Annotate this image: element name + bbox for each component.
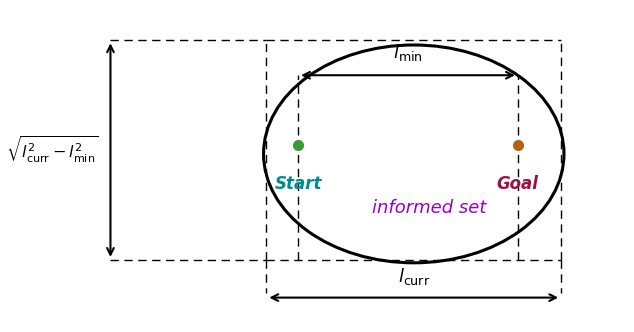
Text: informed set: informed set bbox=[372, 199, 486, 217]
Text: Goal: Goal bbox=[497, 175, 539, 193]
Text: $\sqrt{l_{\mathrm{curr}}^2 - l_{\mathrm{min}}^2}$: $\sqrt{l_{\mathrm{curr}}^2 - l_{\mathrm{… bbox=[6, 135, 98, 165]
Text: Start: Start bbox=[275, 175, 322, 193]
Text: $l_{\mathrm{min}}$: $l_{\mathrm{min}}$ bbox=[393, 42, 423, 63]
Text: $l_{\mathrm{curr}}$: $l_{\mathrm{curr}}$ bbox=[398, 266, 430, 287]
